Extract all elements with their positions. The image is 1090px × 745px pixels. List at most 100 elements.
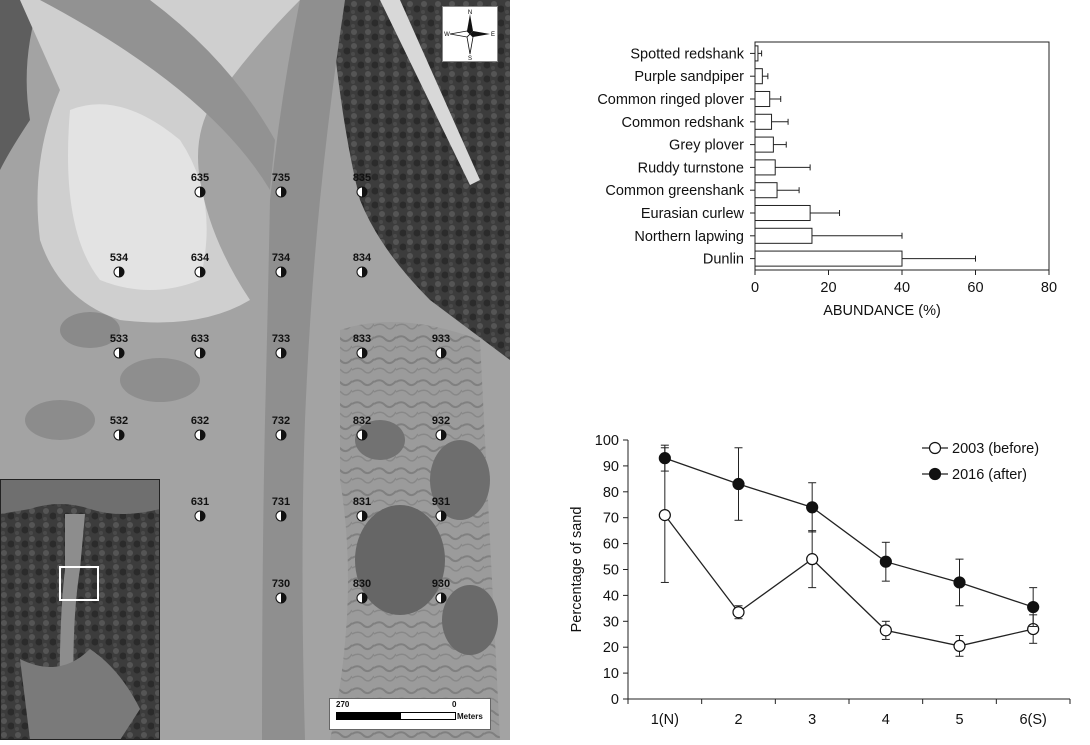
station-635: 635 (191, 172, 209, 198)
station-label: 734 (272, 252, 291, 264)
bar-category-label: Eurasian curlew (641, 206, 745, 222)
bar-x-tick-label: 80 (1041, 280, 1057, 296)
bar-x-axis-title: ABUNDANCE (%) (823, 303, 941, 319)
station-534: 534 (110, 252, 129, 278)
bar-x-tick-label: 60 (967, 280, 983, 296)
station-label: 834 (353, 252, 372, 264)
sand-percentage-line-chart-svg: 0 10 20 30 40 50 60 70 80 90 100 1(N) 2 3 4 5 6(S) Percen… (569, 433, 1071, 728)
compass-west: W (444, 32, 450, 38)
station-label: 733 (272, 333, 290, 345)
compass-south: S (468, 56, 472, 62)
series-line-0 (664, 514, 1034, 647)
bar-x-tick-label: 20 (820, 280, 836, 296)
station-532: 532 (110, 415, 128, 441)
legend-label-1: 2016 (after) (952, 467, 1027, 483)
station-marker-half (362, 430, 367, 440)
station-label: 532 (110, 415, 128, 427)
station-marker-half (200, 430, 205, 440)
line-y-tick-label: 70 (603, 511, 619, 527)
station-marker-half (281, 511, 286, 521)
station-833: 833 (353, 333, 371, 359)
station-label: 533 (110, 333, 128, 345)
bar-2 (754, 90, 771, 108)
line-y-tick-label: 0 (611, 692, 619, 708)
bar-category-label: Ruddy turnstone (638, 160, 744, 176)
station-label: 833 (353, 333, 371, 345)
legend-label-0: 2003 (before) (952, 441, 1039, 457)
line-x-tick-label: 5 (955, 712, 963, 728)
station-label: 730 (272, 578, 290, 590)
station-832: 832 (353, 415, 371, 441)
line-y-axis-title: Percentage of sand (569, 507, 585, 633)
line-y-tick-label: 10 (603, 666, 619, 682)
line-x-tick-label: 6(S) (1019, 712, 1046, 728)
station-label: 534 (110, 252, 129, 264)
bar-category-label: Dunlin (703, 252, 744, 268)
scale-bar: 270 0 Meters (329, 698, 491, 730)
sand-percentage-line-chart: 0 10 20 30 40 50 60 70 80 90 100 1(N) 2 3 4 5 6(S) Percen… (560, 420, 1080, 740)
station-731: 731 (272, 496, 290, 522)
station-label: 633 (191, 333, 209, 345)
station-label: 830 (353, 578, 371, 590)
bar-category-label: Purple sandpiper (634, 69, 744, 85)
station-933: 933 (432, 333, 450, 359)
station-label: 933 (432, 333, 450, 345)
scale-label-right: 0 (452, 700, 457, 709)
line-y-tick-label: 20 (603, 640, 619, 656)
station-marker-half (200, 348, 205, 358)
bar-5 (754, 159, 776, 176)
station-label: 732 (272, 415, 290, 427)
station-label: 932 (432, 415, 450, 427)
station-label: 835 (353, 172, 371, 184)
line-y-tick-label: 30 (603, 614, 619, 630)
legend-marker-0 (928, 441, 942, 455)
abundance-bar-chart-svg: Spotted redshank Purple sandpiper Common r… (597, 41, 1057, 319)
sampling-stations: 635 735 835 534 634 734 834 533 633 733 833 933 532 6… (110, 172, 450, 604)
line-y-tick-label: 90 (603, 459, 619, 475)
station-marker-half (119, 348, 124, 358)
bar-category-label: Spotted redshank (630, 46, 744, 62)
station-marker-half (441, 511, 446, 521)
bar-3 (754, 113, 773, 130)
line-y-tick-label: 50 (603, 563, 619, 579)
station-733: 733 (272, 333, 290, 359)
station-634: 634 (191, 252, 210, 278)
bar-x-tick-label: 0 (751, 280, 759, 296)
line-y-tick-label: 40 (603, 588, 619, 604)
line-x-tick-label: 3 (808, 712, 816, 728)
series-0-point-1 (732, 606, 745, 619)
line-y-tick-label: 100 (595, 433, 619, 449)
station-marker-half (441, 593, 446, 603)
station-label: 634 (191, 252, 210, 264)
bar-9 (754, 250, 903, 267)
station-830: 830 (353, 578, 371, 604)
station-marker-half (362, 593, 367, 603)
station-marker-half (281, 187, 286, 197)
series-1-point-5 (1027, 600, 1040, 614)
station-label: 631 (191, 496, 209, 508)
station-735: 735 (272, 172, 290, 198)
bar-4 (754, 136, 774, 153)
station-marker-half (441, 430, 446, 440)
station-marker-half (200, 187, 205, 197)
compass-east: E (491, 32, 495, 38)
series-line-1 (664, 457, 1034, 608)
bar-category-label: Common redshank (622, 115, 745, 131)
inset-study-area-box (59, 566, 99, 601)
line-x-tick-label: 1(N) (651, 712, 679, 728)
series-1-point-1 (732, 477, 745, 491)
station-label: 832 (353, 415, 371, 427)
station-734: 734 (272, 252, 291, 278)
bar-7 (754, 204, 811, 222)
bar-category-label: Common ringed plover (597, 92, 744, 108)
series-0-point-2 (806, 553, 819, 566)
station-730: 730 (272, 578, 290, 604)
station-marker-half (200, 267, 205, 277)
bar-x-tick-label: 40 (894, 280, 910, 296)
series-1-point-0 (658, 452, 671, 465)
station-631: 631 (191, 496, 209, 522)
inset-locator-map (0, 479, 160, 740)
bar-6 (754, 182, 778, 199)
station-930: 930 (432, 578, 450, 604)
station-831: 831 (353, 496, 371, 522)
